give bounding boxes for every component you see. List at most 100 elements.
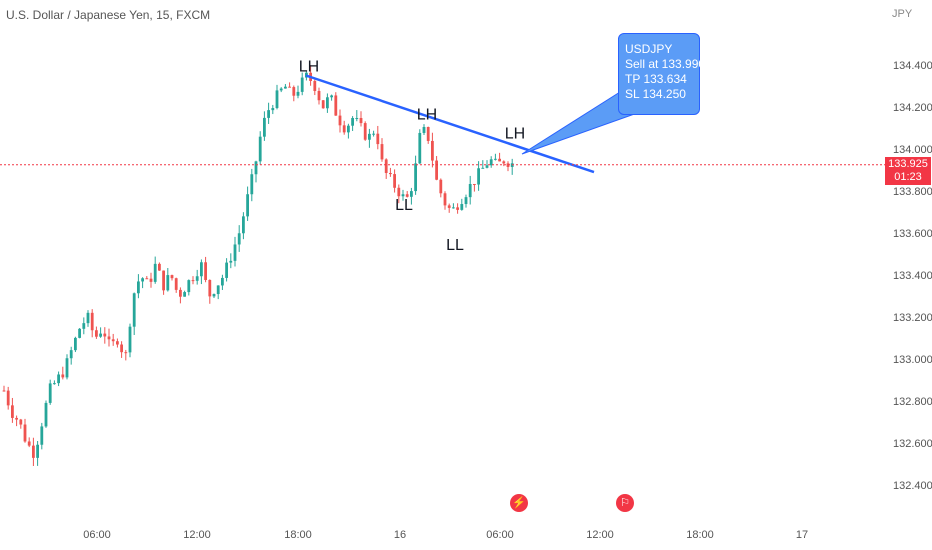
x-tick-label: 12:00 (586, 529, 614, 541)
candle-body (401, 194, 405, 197)
candle-body (426, 127, 430, 141)
candle-body (158, 263, 161, 271)
candle-body (296, 91, 300, 96)
candle-body (44, 402, 48, 427)
y-tick-label: 134.200 (893, 102, 932, 114)
candle-body (317, 90, 321, 101)
callout-symbol: USDJPY (625, 42, 673, 56)
callout-tp: TP 133.634 (625, 72, 687, 86)
candle-body (19, 419, 23, 425)
x-tick-label: 17 (796, 529, 808, 541)
candle-body (111, 339, 115, 342)
candle-body (326, 97, 329, 109)
candle-body (292, 87, 296, 96)
candle-body (82, 323, 86, 329)
candle-body (321, 100, 325, 109)
candle-body (124, 352, 128, 354)
candle-body (149, 278, 153, 282)
candle-body (212, 294, 216, 297)
candle-body (36, 444, 39, 458)
y-tick-label: 133.000 (893, 354, 932, 366)
candle-body (65, 358, 69, 378)
candle-body (288, 86, 291, 88)
candle-body (90, 312, 94, 331)
candle-body (502, 161, 506, 164)
candle-body (363, 123, 367, 140)
y-tick-label: 132.800 (893, 396, 932, 408)
candle-body (468, 183, 472, 198)
candle-body (103, 333, 107, 337)
candle-body (162, 270, 165, 291)
candle-body (447, 205, 451, 208)
annotation-ll: LL (446, 237, 464, 254)
candle-body (250, 174, 254, 195)
candle-body (473, 183, 476, 185)
candle-body (384, 159, 388, 174)
candle-body (132, 293, 136, 327)
candle-body (355, 118, 359, 120)
candle-body (300, 77, 304, 92)
candle-body (166, 275, 170, 291)
candle-body (334, 95, 338, 116)
candle-body (69, 350, 73, 359)
candle-body (258, 136, 262, 162)
y-tick-label: 133.400 (893, 270, 932, 282)
candle-body (389, 173, 392, 175)
candle-body (40, 426, 44, 445)
y-tick-label: 133.200 (893, 312, 932, 324)
callout-entry: Sell at 133.990 (625, 57, 706, 71)
x-tick-label: 18:00 (686, 529, 714, 541)
candle-body (443, 193, 447, 206)
candle-body (221, 277, 224, 286)
candle-body (170, 275, 174, 279)
candle-body (95, 330, 98, 337)
candle-body (342, 125, 346, 133)
x-tick-label: 12:00 (183, 529, 211, 541)
candle-body (405, 194, 409, 197)
candle-body (410, 191, 413, 197)
candle-body (141, 278, 144, 282)
lightning-icon[interactable]: ⚡ (510, 494, 528, 512)
candle-body (431, 140, 434, 161)
price-axis[interactable]: 134.400 134.200 134.000 133.800 133.600 133.4… (893, 60, 932, 492)
x-tick-label: 18:00 (284, 529, 312, 541)
candle-body (128, 326, 132, 353)
candle-body (137, 281, 140, 294)
candle-body (229, 260, 233, 263)
candle-body (477, 168, 480, 185)
time-axis[interactable]: 06:00 12:00 18:00 16 06:00 12:00 18:00 17 (83, 529, 808, 541)
y-tick-label: 132.600 (893, 438, 932, 450)
candle-body (179, 289, 182, 297)
candle-body (380, 144, 384, 160)
candle-body (208, 279, 212, 297)
candle-body (422, 127, 426, 133)
candle-body (225, 262, 228, 278)
chart-title: U.S. Dollar / Japanese Yen, 15, FXCM (6, 8, 211, 22)
candle-body (372, 133, 375, 135)
candle-body (368, 133, 371, 140)
candle-body (23, 424, 27, 442)
trendline[interactable] (305, 74, 595, 174)
us-flag-icon[interactable]: ⚐ (616, 494, 634, 512)
candle-body (464, 197, 468, 205)
candle-body (481, 167, 485, 169)
candle-body (485, 165, 489, 168)
candle-body (263, 117, 266, 137)
candle-body (61, 374, 65, 378)
candle-body (78, 328, 81, 338)
candle-body (145, 278, 149, 280)
candle-body (107, 336, 111, 340)
candle-body (460, 204, 464, 210)
trade-callout[interactable]: USDJPY Sell at 133.990 TP 133.634 SL 134… (618, 33, 706, 115)
candlestick-series (2, 65, 514, 467)
y-tick-label: 134.000 (893, 144, 932, 156)
candle-body (376, 133, 380, 145)
candle-body (330, 95, 333, 98)
candle-body (351, 118, 354, 126)
annotation-ll: LL (395, 197, 413, 214)
currency-unit: JPY (892, 8, 913, 20)
callout-sl: SL 134.250 (625, 87, 686, 101)
candle-body (27, 441, 31, 446)
candle-body (397, 187, 401, 197)
